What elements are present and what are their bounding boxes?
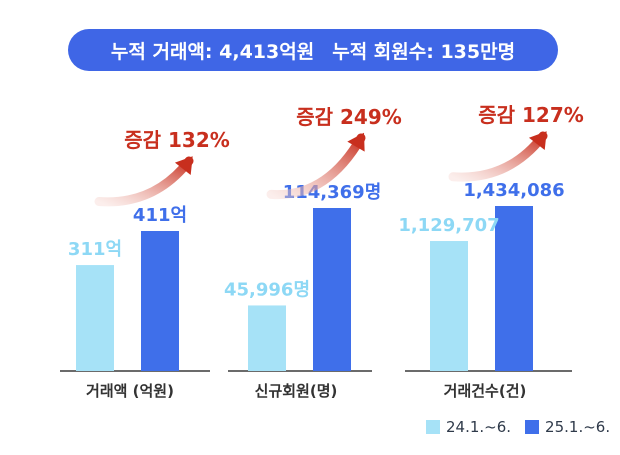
chart-legend: 24.1.~6. 25.1.~6. — [426, 418, 610, 436]
total-amount-text: 누적 거래액: 4,413억원 — [110, 40, 315, 63]
value-label-2-0: 1,129,707 — [398, 215, 499, 236]
growth-arrow-0 — [94, 156, 194, 207]
summary-banner: 누적 거래액: 4,413억원 누적 회원수: 135만명 — [68, 29, 558, 71]
bar-2-1 — [495, 206, 533, 371]
value-label-0-0: 311억 — [68, 239, 122, 260]
category-label-1: 신규회원(명) — [255, 382, 338, 400]
legend-swatch-2025 — [525, 420, 540, 434]
value-label-2-1: 1,434,086 — [463, 180, 564, 201]
growth-label-2: 증감 127% — [478, 103, 584, 127]
bar-0-1 — [141, 231, 179, 371]
category-label-2: 거래건수(건) — [444, 382, 527, 400]
growth-label-1: 증감 249% — [296, 105, 402, 129]
growth-arrowhead-0 — [174, 156, 193, 176]
growth-arrowhead-1 — [347, 132, 365, 152]
category-label-0: 거래액 (억원) — [86, 382, 174, 400]
bar-0-0 — [76, 265, 114, 371]
growth-arrow-1 — [266, 133, 366, 200]
legend-label-2025: 25.1.~6. — [545, 418, 611, 436]
bar-2-0 — [430, 241, 468, 371]
bar-1-1 — [313, 208, 351, 371]
legend-label-2024: 24.1.~6. — [446, 418, 512, 436]
growth-label-0: 증감 132% — [124, 128, 230, 152]
growth-arrow-2 — [448, 131, 548, 182]
value-label-0-1: 411억 — [133, 205, 187, 226]
growth-arrowhead-2 — [528, 131, 547, 151]
legend-item-2024: 24.1.~6. — [426, 418, 511, 436]
legend-swatch-2024 — [426, 420, 440, 434]
value-label-1-0: 45,996명 — [224, 279, 310, 300]
total-members-text: 누적 회원수: 135만명 — [332, 40, 516, 63]
bar-1-0 — [248, 305, 286, 371]
legend-item-2025: 25.1.~6. — [525, 418, 610, 436]
